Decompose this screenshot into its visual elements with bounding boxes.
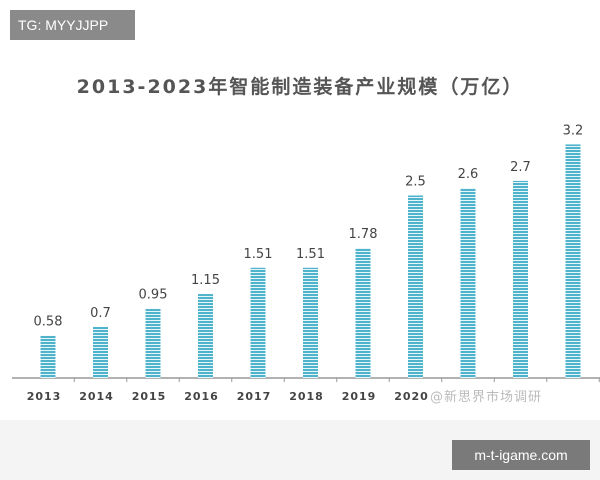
value-label-2023: 3.2 xyxy=(563,123,584,138)
bar-2016 xyxy=(198,294,213,378)
chart-title: 2013-2023年智能制造装备产业规模（万亿） xyxy=(76,76,524,98)
value-label-2020: 2.5 xyxy=(405,175,426,190)
bar-2020 xyxy=(408,195,423,378)
source-watermark: @新思界市场调研 xyxy=(430,390,543,405)
value-label-2016: 1.15 xyxy=(191,273,220,288)
tick-label-2019: 2019 xyxy=(342,390,377,403)
tick-label-2014: 2014 xyxy=(79,390,114,403)
tick-label-2017: 2017 xyxy=(237,390,272,403)
bar-2018 xyxy=(303,267,318,378)
watermark-tag: TG: MYYJJPP xyxy=(10,10,135,40)
bar-2021 xyxy=(460,188,476,378)
bar-2019 xyxy=(355,248,371,378)
bar-2015 xyxy=(145,308,161,378)
bar-2017 xyxy=(250,267,266,378)
value-label-2022: 2.7 xyxy=(510,160,531,175)
value-label-2021: 2.6 xyxy=(458,167,479,182)
bar-2023 xyxy=(565,144,581,378)
value-label-2015: 0.95 xyxy=(139,288,168,303)
value-label-2019: 1.78 xyxy=(349,227,378,242)
bar-2013 xyxy=(40,335,56,378)
value-label-2014: 0.7 xyxy=(90,306,111,321)
tick-label-2018: 2018 xyxy=(289,390,324,403)
tick-label-2013: 2013 xyxy=(27,390,62,403)
bar-2022 xyxy=(513,180,528,378)
site-label: m-t-igame.com xyxy=(452,440,590,470)
value-label-2018: 1.51 xyxy=(296,247,325,262)
value-label-2017: 1.51 xyxy=(244,247,273,262)
tick-label-2015: 2015 xyxy=(132,390,167,403)
tick-label-2020: 2020 xyxy=(394,390,429,403)
bar-2014 xyxy=(93,326,108,378)
tick-label-2016: 2016 xyxy=(184,390,219,403)
value-label-2013: 0.58 xyxy=(34,315,63,330)
